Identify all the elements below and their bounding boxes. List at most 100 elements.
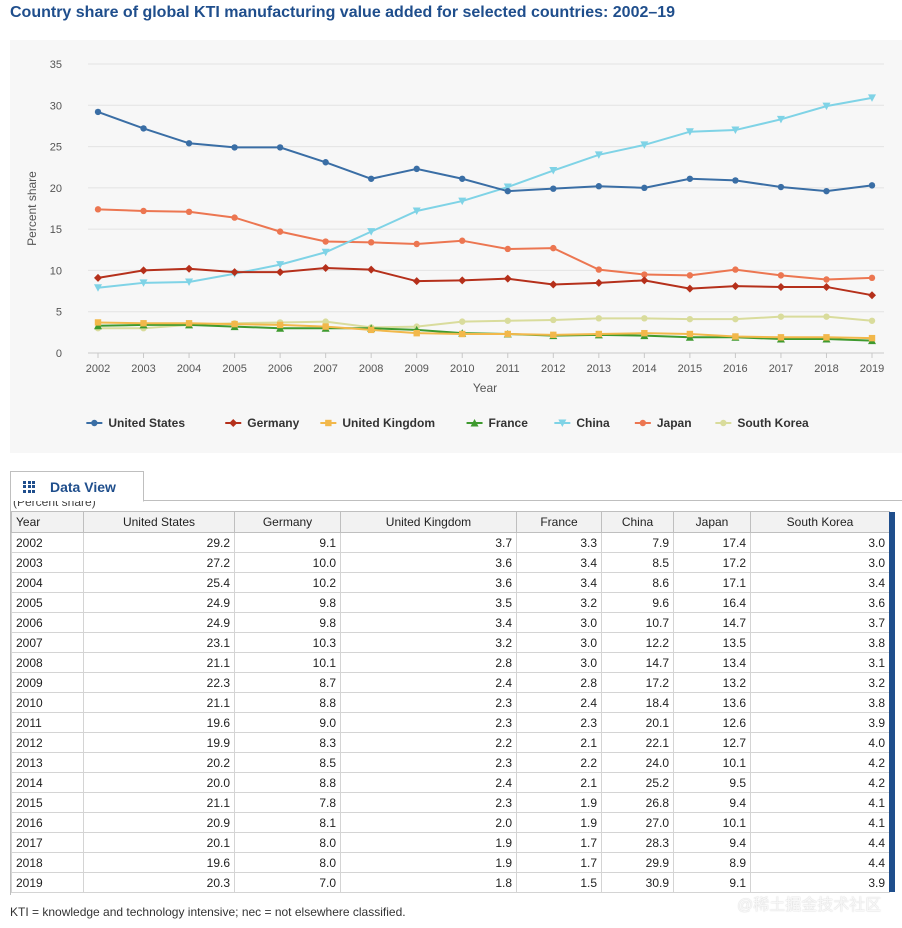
data-point — [686, 330, 694, 338]
legend-marker — [558, 419, 567, 427]
data-point — [276, 268, 285, 277]
data-point — [595, 330, 603, 338]
data-point — [459, 237, 466, 244]
data-point — [185, 140, 193, 147]
data-point — [413, 329, 420, 337]
column-header[interactable]: Germany — [234, 511, 341, 533]
column-header[interactable]: Japan — [673, 511, 751, 533]
table-cell: 8.0 — [234, 852, 341, 873]
table-cell: 20.1 — [83, 832, 235, 853]
table-cell: 1.9 — [516, 812, 602, 833]
x-tick-label: 2008 — [359, 363, 383, 375]
table-cell: 10.1 — [673, 752, 751, 773]
grid-icon — [23, 480, 35, 493]
table-cell: 8.5 — [234, 752, 341, 773]
table-cell: 2016 — [11, 812, 84, 833]
legend-marker — [470, 419, 479, 427]
column-header[interactable]: France — [516, 511, 602, 533]
column-header[interactable]: South Korea — [750, 511, 890, 533]
table-cell: 2007 — [11, 632, 84, 653]
data-point — [321, 248, 330, 257]
y-tick-label: 20 — [50, 183, 62, 195]
tab-data-view[interactable]: Data View — [10, 471, 144, 502]
table-scrollbar[interactable] — [889, 512, 895, 892]
data-point — [640, 141, 649, 149]
data-point — [504, 187, 511, 195]
x-tick-label: 2004 — [177, 363, 201, 375]
table-cell: 3.4 — [750, 572, 890, 593]
y-axis-label: Percent share — [25, 171, 39, 246]
data-point — [641, 271, 648, 278]
table-cell: 2.8 — [340, 652, 517, 673]
footnote: KTI = knowledge and technology intensive… — [10, 905, 406, 919]
series-line — [97, 96, 873, 289]
y-tick-label: 30 — [50, 100, 62, 112]
table-cell: 2.2 — [516, 752, 602, 773]
column-header[interactable]: United States — [83, 511, 235, 533]
data-point — [276, 228, 284, 235]
table-cell: 2.3 — [340, 712, 517, 733]
table-cell: 21.1 — [83, 652, 235, 673]
data-point — [276, 321, 284, 329]
data-point — [685, 128, 694, 136]
table-cell: 19.6 — [83, 852, 235, 873]
table-cell: 9.1 — [234, 532, 341, 553]
data-point — [550, 316, 557, 324]
table-cell: 2011 — [11, 712, 84, 733]
table-cell: 4.4 — [750, 832, 890, 853]
table-cell: 19.9 — [83, 732, 235, 753]
data-point — [641, 315, 648, 322]
table-cell: 9.6 — [601, 592, 674, 613]
data-point — [185, 264, 194, 273]
x-tick-label: 2018 — [814, 363, 838, 375]
table-cell: 7.8 — [234, 792, 341, 813]
table-header-row: Year United States Germany United Kingdom Fr… — [11, 511, 890, 533]
data-point — [321, 263, 330, 272]
table-cell: 2003 — [11, 552, 84, 573]
x-axis-label: Year — [473, 381, 497, 395]
table-cell: 8.7 — [234, 672, 341, 693]
table-cell: 2.0 — [340, 812, 517, 833]
data-point — [732, 315, 739, 323]
data-point — [777, 272, 785, 279]
table-cell: 24.9 — [83, 612, 235, 633]
table-cell: 3.6 — [750, 592, 890, 613]
column-header[interactable]: United Kingdom — [340, 511, 517, 533]
table-cell: 3.0 — [750, 532, 890, 553]
table-cell: 3.0 — [516, 612, 602, 633]
data-table-container[interactable]: (Percent share) Year United States Germany… — [10, 501, 897, 895]
table-cell: 3.2 — [750, 672, 890, 693]
table-cell: 2.3 — [340, 792, 517, 813]
table-cell: 2013 — [11, 752, 84, 773]
table-cell: 23.1 — [83, 632, 235, 653]
table-cell: 3.9 — [750, 872, 890, 893]
table-cell: 2009 — [11, 672, 84, 693]
column-header[interactable]: Year — [11, 511, 84, 533]
data-point — [367, 228, 376, 236]
data-point — [139, 279, 148, 287]
data-point — [276, 261, 285, 269]
table-cell: 9.8 — [234, 592, 341, 613]
table-row: 2012 19.9 8.3 2.2 2.1 22.1 12.7 4.0 — [11, 732, 890, 753]
column-header[interactable]: China — [601, 511, 674, 533]
table-cell: 3.0 — [516, 652, 602, 673]
table-cell: 18.4 — [601, 692, 674, 713]
data-point — [322, 323, 329, 330]
data-point — [504, 330, 511, 338]
table-cell: 9.4 — [673, 792, 751, 813]
table-cell: 9.4 — [673, 832, 751, 853]
data-point — [777, 313, 785, 320]
table-cell: 3.0 — [516, 632, 602, 653]
table-cell: 22.3 — [83, 672, 235, 693]
legend-item: Germany — [247, 416, 299, 430]
legend-marker — [91, 419, 98, 427]
x-tick-label: 2003 — [131, 363, 155, 375]
series-line — [97, 323, 873, 342]
data-point — [868, 274, 876, 282]
data-point — [868, 94, 876, 102]
data-point — [550, 244, 557, 252]
table-cell: 2.4 — [340, 772, 517, 793]
table-cell: 2015 — [11, 792, 84, 813]
data-point — [731, 282, 740, 291]
data-point — [185, 278, 194, 286]
